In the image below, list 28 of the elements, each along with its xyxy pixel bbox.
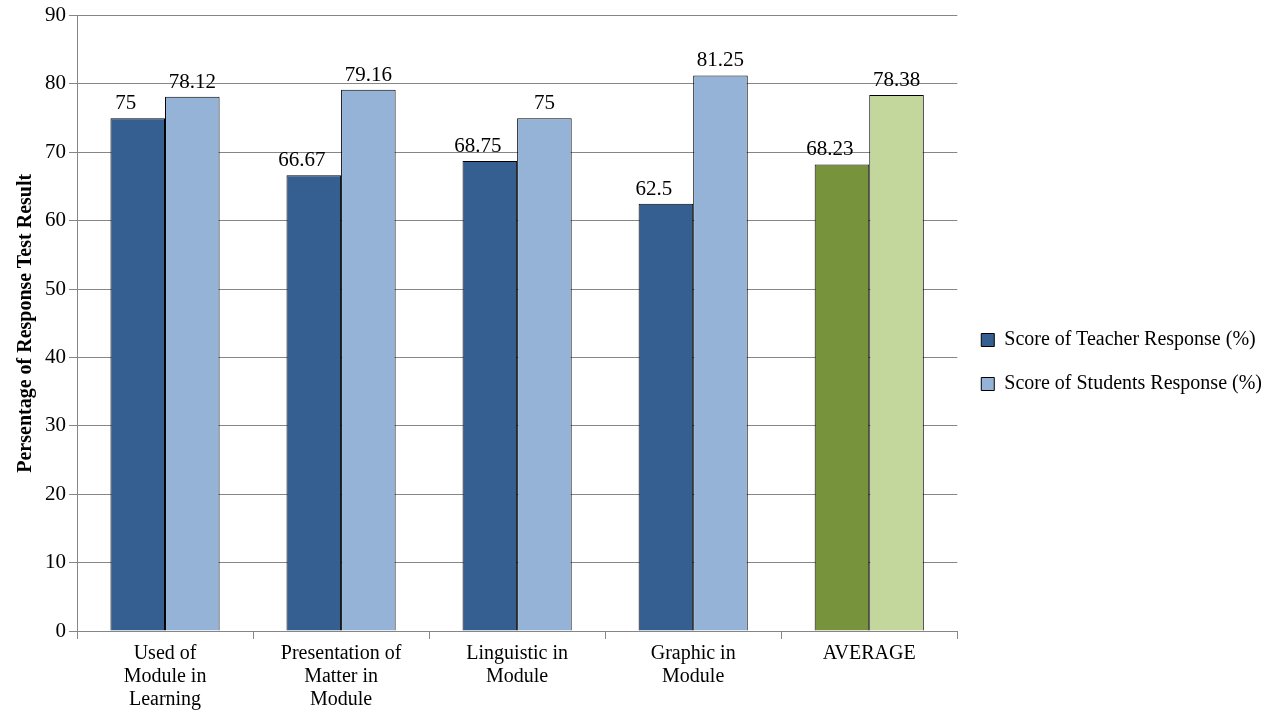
y-tick-label: 0 — [55, 617, 66, 642]
y-tick-label: 20 — [45, 480, 66, 505]
x-tick-label: AVERAGE — [822, 640, 916, 663]
y-tick-label: 50 — [45, 275, 66, 300]
data-label: 62.5 — [635, 175, 673, 200]
data-label: 68.75 — [454, 132, 502, 157]
y-tick-label: 40 — [45, 344, 66, 368]
y-tick-label: 70 — [45, 138, 66, 163]
data-label: 66.67 — [278, 147, 326, 172]
data-label: 68.23 — [806, 136, 854, 161]
y-tick-label: 60 — [45, 207, 66, 232]
y-tick-label: 80 — [45, 70, 66, 95]
data-label: 78.38 — [872, 67, 921, 92]
y-axis-title: Persentage of Response Test Result — [13, 173, 37, 473]
data-label: 75 — [533, 90, 555, 115]
y-tick-label: 10 — [45, 549, 66, 574]
y-tick-label: 90 — [45, 2, 66, 27]
x-tick-label: Graphic in Module — [650, 640, 736, 686]
legend-label: Score of Teacher Response (%) — [1004, 327, 1256, 351]
data-label: 78.12 — [168, 68, 216, 93]
x-tick-label: Used of Module in Learning — [123, 640, 207, 710]
x-tick-label: Presentation of Matter in Module — [280, 640, 402, 709]
data-label: 75 — [115, 90, 137, 115]
data-label: 81.25 — [696, 47, 745, 72]
data-label: 79.16 — [344, 61, 392, 86]
x-tick-label: Linguistic in Module — [466, 640, 568, 686]
y-tick-label: 30 — [45, 412, 66, 437]
legend-label: Score of Students Response (%) — [1004, 371, 1262, 395]
